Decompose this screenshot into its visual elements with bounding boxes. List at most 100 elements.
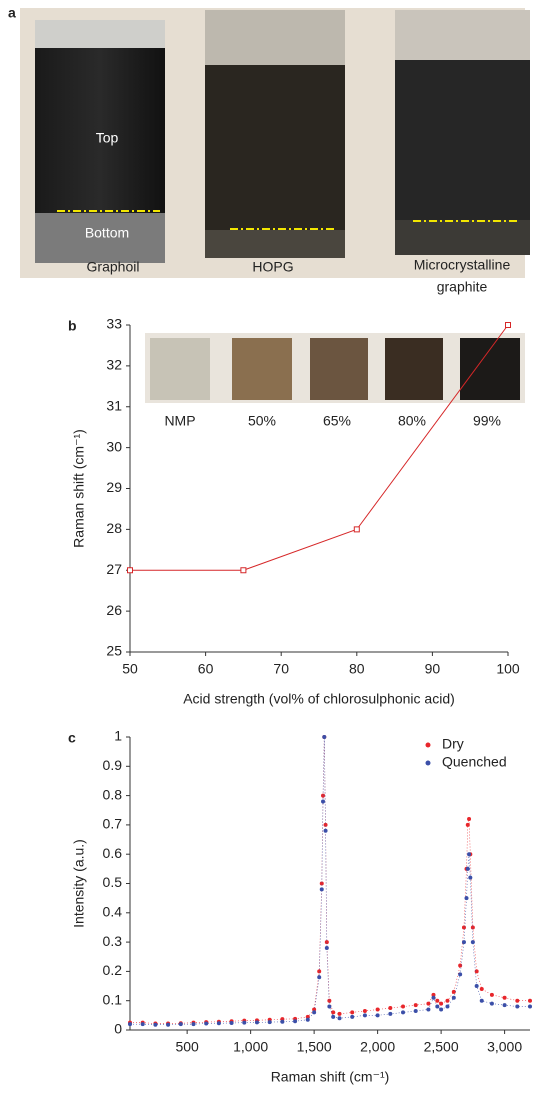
y-tick-label: 0.5 bbox=[103, 874, 123, 890]
y-tick-label: 31 bbox=[106, 397, 122, 413]
data-point bbox=[331, 1015, 335, 1019]
data-point bbox=[331, 1010, 335, 1014]
inset-label: NMP bbox=[164, 413, 195, 429]
data-point bbox=[153, 1023, 157, 1027]
inset-label: 65% bbox=[323, 413, 351, 429]
data-point bbox=[528, 1005, 532, 1009]
x-tick-label: 2,000 bbox=[360, 1039, 395, 1055]
vial bbox=[385, 338, 443, 400]
x-axis-label: Acid strength (vol% of chlorosulphonic a… bbox=[183, 691, 455, 707]
data-point bbox=[452, 990, 456, 994]
data-point bbox=[515, 1005, 519, 1009]
data-point bbox=[363, 1009, 367, 1013]
data-point bbox=[268, 1020, 272, 1024]
data-point bbox=[376, 1013, 380, 1017]
data-point bbox=[462, 925, 466, 929]
vial bbox=[232, 338, 292, 400]
y-tick-label: 0.8 bbox=[103, 786, 123, 802]
panel-label: b bbox=[68, 318, 77, 334]
y-tick-label: 0.2 bbox=[103, 962, 123, 978]
data-point bbox=[317, 969, 321, 973]
data-point bbox=[465, 896, 469, 900]
data-point bbox=[317, 975, 321, 979]
annotation: Bottom bbox=[85, 225, 129, 241]
y-axis-label: Raman shift (cm⁻¹) bbox=[71, 429, 87, 548]
vial-cap bbox=[395, 10, 530, 60]
y-tick-label: 30 bbox=[106, 438, 122, 454]
data-point bbox=[191, 1022, 195, 1026]
data-point bbox=[280, 1020, 284, 1024]
data-point bbox=[426, 1002, 430, 1006]
data-point bbox=[503, 996, 507, 1000]
data-point bbox=[217, 1021, 221, 1025]
data-point bbox=[452, 996, 456, 1000]
vial bbox=[150, 338, 210, 400]
data-point bbox=[435, 1005, 439, 1009]
data-point bbox=[401, 1010, 405, 1014]
data-point bbox=[466, 823, 470, 827]
data-point bbox=[414, 1009, 418, 1013]
data-point bbox=[230, 1021, 234, 1025]
series-line bbox=[130, 737, 530, 1024]
sediment bbox=[205, 230, 345, 258]
data-point bbox=[431, 996, 435, 1000]
data-point bbox=[445, 1005, 449, 1009]
data-point bbox=[204, 1022, 208, 1026]
x-tick-label: 3,000 bbox=[487, 1039, 522, 1055]
inset-label: 80% bbox=[398, 413, 426, 429]
data-point bbox=[325, 946, 329, 950]
y-tick-label: 0.6 bbox=[103, 845, 123, 861]
vial-cap bbox=[205, 10, 345, 65]
y-tick-label: 29 bbox=[106, 479, 122, 495]
y-tick-label: 0 bbox=[114, 1021, 122, 1037]
data-point bbox=[350, 1015, 354, 1019]
y-tick-label: 0.1 bbox=[103, 991, 123, 1007]
data-point bbox=[528, 999, 532, 1003]
data-point bbox=[255, 1020, 259, 1024]
data-point bbox=[467, 852, 471, 856]
data-point bbox=[306, 1018, 310, 1022]
data-point bbox=[320, 887, 324, 891]
figure: a Top Bottom Graphoil HOPG Microcrystall… bbox=[0, 0, 560, 1117]
data-point bbox=[467, 817, 471, 821]
data-point bbox=[322, 735, 326, 739]
panel-label: c bbox=[68, 730, 76, 746]
data-point bbox=[321, 799, 325, 803]
data-point bbox=[338, 1012, 342, 1016]
data-point bbox=[327, 1005, 331, 1009]
vial bbox=[310, 338, 368, 400]
x-tick-label: 2,500 bbox=[424, 1039, 459, 1055]
data-point bbox=[475, 984, 479, 988]
data-point bbox=[515, 999, 519, 1003]
vial-label: Microcrystalline bbox=[414, 257, 511, 273]
data-point bbox=[321, 794, 325, 798]
y-tick-label: 33 bbox=[106, 316, 122, 332]
y-tick-label: 1 bbox=[114, 728, 122, 744]
data-point bbox=[241, 568, 246, 573]
x-tick-label: 50 bbox=[122, 661, 138, 677]
vial-label: HOPG bbox=[252, 259, 293, 275]
x-tick-label: 500 bbox=[175, 1039, 199, 1055]
data-point bbox=[338, 1016, 342, 1020]
x-axis-label: Raman shift (cm⁻¹) bbox=[271, 1069, 390, 1085]
y-tick-label: 32 bbox=[106, 357, 122, 373]
y-tick-label: 0.9 bbox=[103, 757, 123, 773]
data-point bbox=[327, 999, 331, 1003]
data-point bbox=[490, 1002, 494, 1006]
series-line bbox=[130, 737, 530, 1025]
data-point bbox=[166, 1023, 170, 1027]
panel-label: a bbox=[8, 5, 16, 21]
data-point bbox=[503, 1003, 507, 1007]
vial-cap bbox=[35, 20, 165, 50]
x-tick-label: 90 bbox=[425, 661, 441, 677]
data-point bbox=[462, 940, 466, 944]
data-point bbox=[471, 940, 475, 944]
vial bbox=[460, 338, 520, 400]
data-point bbox=[376, 1007, 380, 1011]
data-point bbox=[141, 1022, 145, 1026]
data-point bbox=[350, 1010, 354, 1014]
data-point bbox=[458, 972, 462, 976]
x-tick-label: 70 bbox=[273, 661, 289, 677]
data-point bbox=[439, 1002, 443, 1006]
data-point bbox=[179, 1022, 183, 1026]
